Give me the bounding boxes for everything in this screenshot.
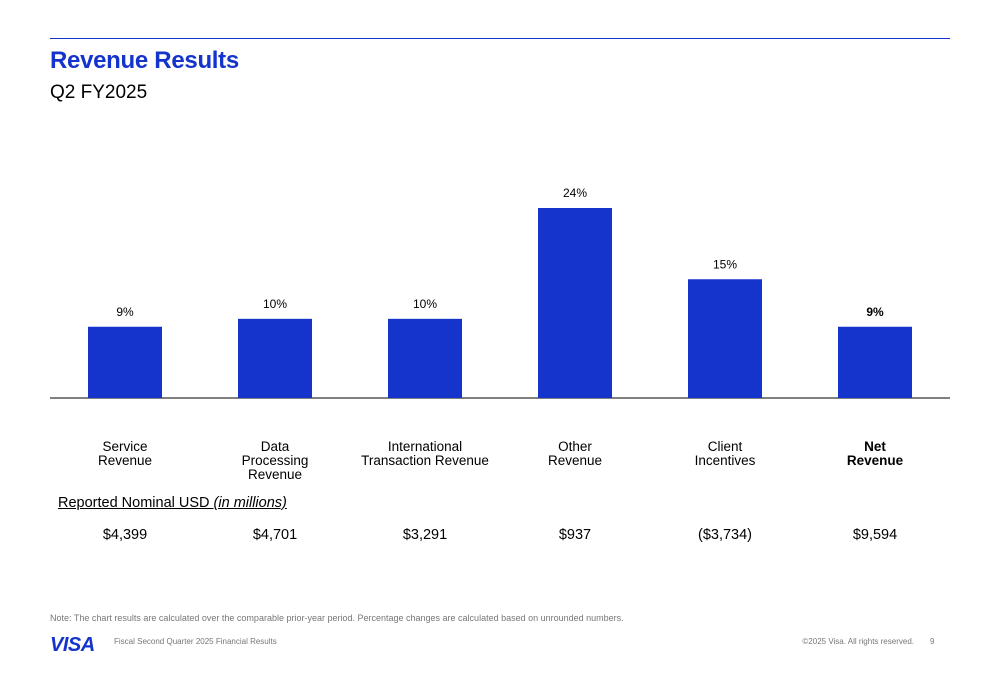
page-number: 9 — [930, 637, 935, 646]
svg-text:VISA: VISA — [50, 634, 95, 654]
amount-2: $3,291 — [402, 527, 448, 543]
amount-5: $9,594 — [852, 527, 898, 543]
amount-1: $4,701 — [252, 527, 298, 543]
footer-copyright: ©2025 Visa. All rights reserved. — [802, 637, 914, 646]
bar-value-label-2: 10% — [413, 297, 437, 311]
amount-3: $937 — [558, 527, 592, 543]
category-label-2: International Transaction Revenue — [361, 439, 489, 468]
category-label-3: Other Revenue — [547, 439, 603, 468]
category-label-4: Client Incentives — [694, 439, 756, 468]
bar-value-label-4: 15% — [713, 257, 737, 271]
footnote: Note: The chart results are calculated o… — [50, 613, 624, 623]
visa-logo: VISA — [50, 634, 95, 654]
amount-4: ($3,734) — [697, 527, 752, 543]
footer-doc-title: Fiscal Second Quarter 2025 Financial Res… — [114, 637, 277, 646]
bar-value-label-3: 24% — [563, 186, 587, 200]
reported-label: Reported Nominal USD (in millions) — [58, 495, 287, 511]
bar-3 — [538, 208, 612, 398]
bar-value-label-5: 9% — [866, 305, 884, 319]
top-rule — [50, 38, 950, 39]
category-label-5: Net Revenue — [846, 439, 904, 468]
page-title: Revenue Results — [50, 47, 239, 74]
category-label-1: Data Processing Revenue — [241, 439, 309, 482]
bar-value-label-1: 10% — [263, 297, 287, 311]
bar-0 — [88, 326, 162, 398]
category-label-0: Service Revenue — [97, 439, 153, 468]
bar-4 — [688, 279, 762, 398]
amount-0: $4,399 — [102, 527, 148, 543]
bar-value-label-0: 9% — [116, 305, 134, 319]
page-subtitle: Q2 FY2025 — [50, 82, 148, 103]
bar-5 — [838, 326, 912, 398]
bar-1 — [238, 318, 312, 398]
bar-2 — [388, 318, 462, 398]
